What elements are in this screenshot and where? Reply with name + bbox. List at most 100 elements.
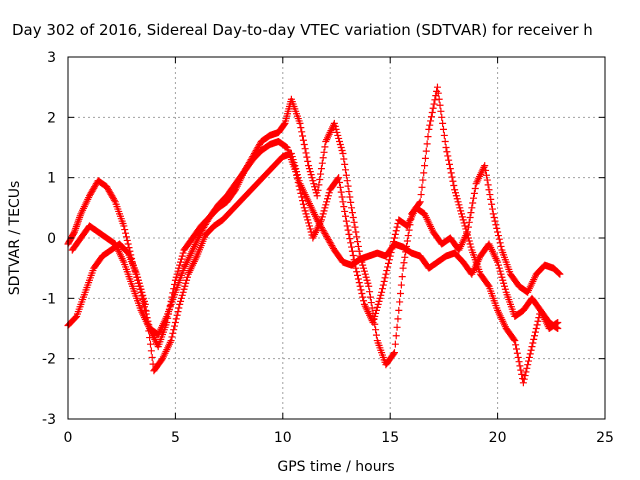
data-point [363,276,371,284]
data-point [148,353,156,361]
data-point [357,286,365,294]
data-point [465,237,473,245]
data-point [496,239,504,247]
data-point [461,222,469,230]
series-track-a [64,83,562,387]
data-point [317,170,325,178]
data-point [174,308,182,316]
x-axis-label: GPS time / hours [277,459,394,475]
x-tick-labels: 0 5 10 15 20 25 [64,430,614,446]
data-point [167,337,175,345]
data-point [104,184,112,192]
data-point [485,186,493,194]
data-point [178,291,186,299]
data-point [354,275,362,283]
data-point [447,169,455,177]
y-tick-label: -3 [42,412,56,428]
data-point [300,140,308,148]
data-point [354,242,362,250]
data-point [172,273,180,281]
data-point [344,226,352,234]
data-point [516,362,524,370]
data-point [490,213,498,221]
data-point [378,288,386,296]
data-point [458,210,466,218]
data-point [304,216,312,224]
data-point [451,189,459,197]
data-point [372,331,380,339]
data-point [397,281,405,289]
data-point [149,360,157,368]
data-point [391,230,399,238]
data-point [181,282,189,290]
data-point [353,233,361,241]
data-point [91,181,99,189]
x-tick-label: 5 [171,430,180,446]
data-point [445,160,453,168]
data-point [105,187,113,195]
data-point [179,249,187,257]
data-point [512,341,520,349]
data-point [421,154,429,162]
data-point [521,372,529,380]
data-point [123,248,131,256]
data-point [482,166,490,174]
data-point [110,196,118,204]
data-point [488,205,496,213]
data-point [400,259,408,267]
data-point [396,298,404,306]
data-point [199,225,207,233]
data-point [531,332,539,340]
data-point [342,212,350,220]
data-point [523,364,531,372]
data-point [203,217,211,225]
data-point [298,193,306,201]
data-point [418,183,426,191]
data-point [134,276,142,284]
data-point [427,117,435,125]
data-point [339,198,347,206]
data-point [390,349,398,357]
data-point [360,267,368,275]
data-point [393,223,401,231]
data-point [555,269,563,277]
chart-title: Day 302 of 2016, Sidereal Day-to-day VTE… [12,21,593,39]
y-axis-label: SDTVAR / TECUs [7,181,23,296]
data-point [403,237,411,245]
data-point [350,256,358,264]
data-point [494,261,502,269]
data-point [482,171,490,179]
data-point [486,191,494,199]
data-point [345,188,353,196]
data-point [395,306,403,314]
data-point [133,270,141,278]
data-points [64,83,564,387]
data-point [513,345,521,353]
data-point [492,221,500,229]
data-point [342,166,350,174]
data-point [483,176,491,184]
data-point [419,176,427,184]
data-point [176,300,184,308]
data-point [134,273,142,281]
data-point [204,216,212,224]
data-point [393,323,401,331]
data-point [335,134,343,142]
data-point [341,207,349,215]
data-point [173,270,181,278]
data-point [306,225,314,233]
data-point [322,201,330,209]
data-point [554,325,562,332]
data-point [303,153,311,161]
data-point [297,124,305,132]
data-point [349,251,357,259]
data-point [317,165,325,173]
data-point [323,195,331,203]
data-point [380,277,388,285]
data-point [303,213,311,221]
data-point [88,187,96,195]
data-point [201,222,209,230]
data-point [484,281,492,289]
data-point [445,156,453,164]
